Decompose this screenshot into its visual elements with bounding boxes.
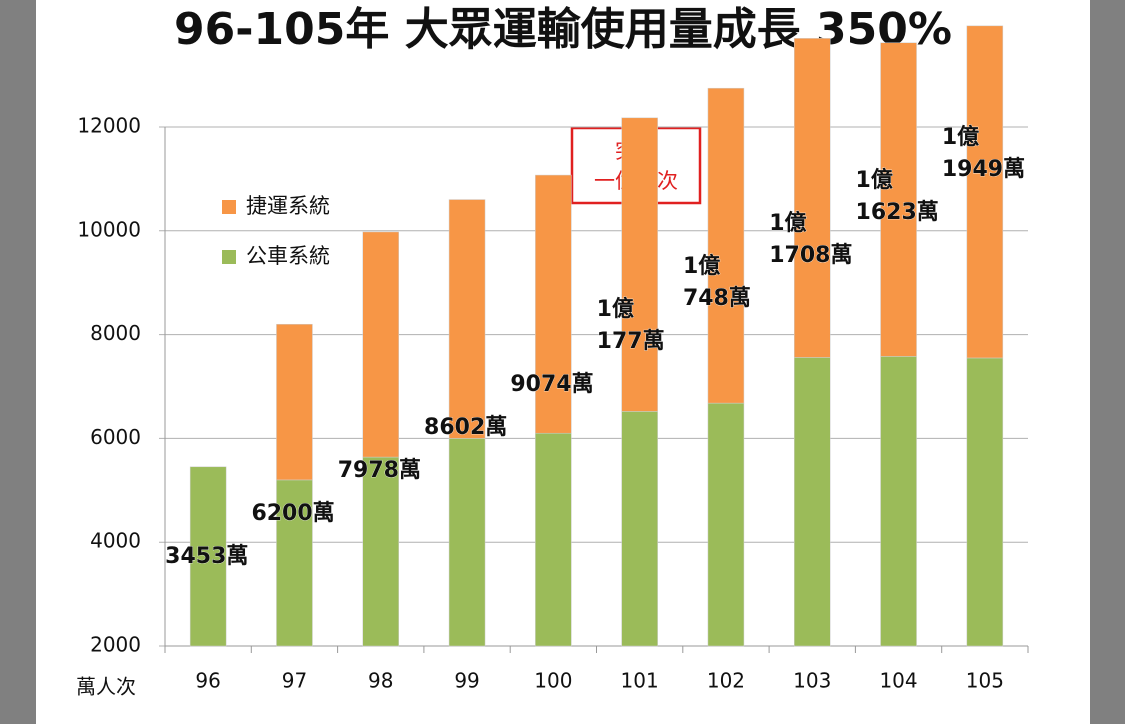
bar-segment	[362, 231, 399, 458]
total-label: 1億	[856, 167, 893, 193]
bar-segment	[880, 356, 917, 647]
total-label: 3453萬	[165, 544, 248, 569]
total-label: 1億	[769, 210, 806, 236]
bar-segment	[448, 199, 486, 439]
y-tick-label: 6000	[90, 425, 141, 449]
total-label: 7978萬	[338, 458, 421, 483]
x-tick-label: 101	[621, 669, 659, 693]
legend-label: 捷運系統	[246, 194, 330, 218]
bar-segment	[362, 456, 399, 647]
total-label: 177萬	[597, 329, 665, 354]
y-tick-label: 8000	[90, 321, 141, 345]
x-tick-label: 100	[534, 669, 572, 693]
bar-segment	[966, 25, 1004, 359]
y-tick-label: 2000	[90, 633, 141, 657]
y-tick-label: 12000	[77, 114, 141, 138]
x-tick-label: 96	[195, 669, 220, 693]
x-tick-label: 104	[879, 669, 917, 693]
bar-segment	[448, 438, 486, 647]
bar-segment	[966, 357, 1004, 647]
total-label: 1949萬	[942, 157, 1025, 182]
bar-segment	[535, 432, 572, 647]
x-tick-label: 99	[454, 669, 479, 693]
bar-segment	[535, 174, 572, 434]
y-unit-label: 萬人次	[76, 675, 136, 699]
total-label: 1708萬	[769, 243, 852, 268]
bar-segment	[189, 466, 227, 647]
bar-segment	[621, 117, 658, 412]
bar-segment	[880, 42, 917, 357]
total-label: 6200萬	[251, 501, 334, 526]
total-label: 9074萬	[510, 372, 593, 397]
bar-segment	[276, 479, 313, 647]
total-label: 1億	[683, 253, 720, 279]
x-tick-label: 103	[793, 669, 831, 693]
bar-segment	[707, 402, 745, 647]
total-label: 748萬	[683, 286, 751, 311]
legend-label: 公車系統	[246, 244, 330, 268]
bar-segment	[707, 87, 745, 404]
x-tick-label: 105	[966, 669, 1004, 693]
bar-segment	[621, 411, 658, 647]
legend-swatch	[222, 200, 236, 214]
bar-segment	[794, 38, 831, 358]
x-tick-label: 97	[282, 669, 307, 693]
total-label: 1億	[597, 296, 634, 322]
y-tick-label: 4000	[90, 529, 141, 553]
total-label: 1623萬	[856, 200, 939, 225]
total-label: 8602萬	[424, 415, 507, 440]
bar-segment	[794, 357, 831, 647]
y-tick-label: 10000	[77, 217, 141, 241]
total-label: 1億	[942, 124, 979, 150]
chart-title: 96-105年 大眾運輸使用量成長 350%	[174, 4, 952, 55]
x-tick-label: 98	[368, 669, 393, 693]
bar-segment	[276, 323, 313, 481]
legend-swatch	[222, 250, 236, 264]
x-tick-label: 102	[707, 669, 745, 693]
